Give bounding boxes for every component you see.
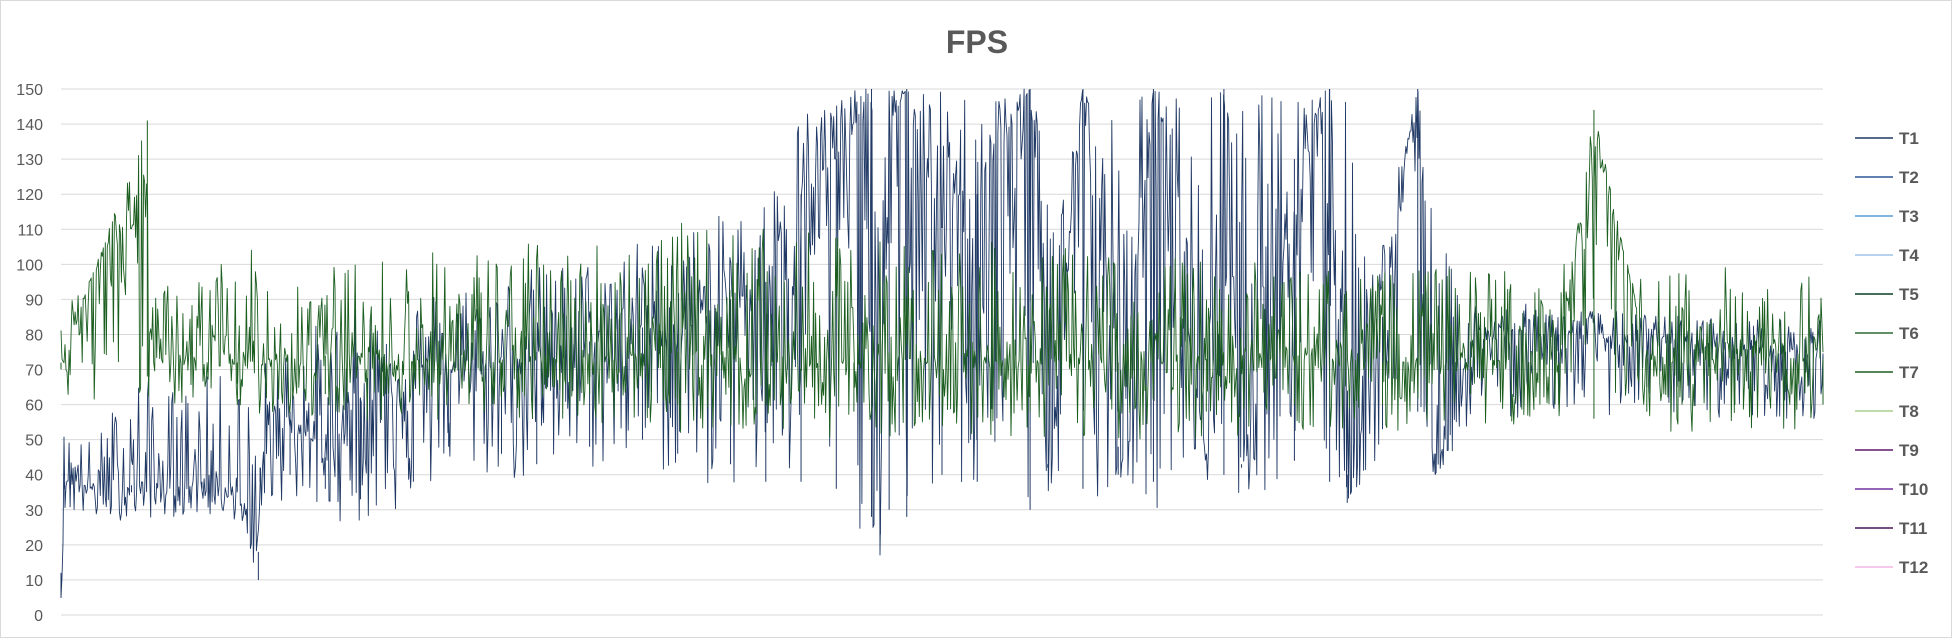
- y-tick-label: 70: [25, 363, 43, 380]
- legend-label: T9: [1899, 441, 1919, 460]
- legend-label: T1: [1899, 129, 1919, 148]
- legend-label: T11: [1899, 519, 1927, 538]
- legend-label: T3: [1899, 207, 1919, 226]
- legend-label: T10: [1899, 480, 1928, 499]
- y-axis-ticks: 0 10 20 30 40 50 60 70 80 90 100 110 120 130 140 150: [16, 82, 43, 625]
- legend-label: T12: [1899, 558, 1928, 577]
- legend-label: T6: [1899, 324, 1919, 343]
- y-tick-label: 10: [25, 573, 43, 590]
- legend-label: T2: [1899, 168, 1919, 187]
- legend: T1 T2 T3 T4 T5 T6 T7 T8 T9 T10 T11 T12: [1855, 129, 1928, 577]
- y-tick-label: 20: [25, 538, 43, 555]
- legend-item-T3: T3: [1855, 207, 1919, 226]
- series-line-T7: [60, 130, 1824, 440]
- legend-item-T9: T9: [1855, 441, 1919, 460]
- plot-series: [60, 88, 1824, 599]
- y-tick-label: 120: [16, 187, 43, 204]
- series-line-T1: [60, 88, 1824, 599]
- legend-item-T10: T10: [1855, 480, 1928, 499]
- y-tick-label: 110: [17, 222, 43, 239]
- y-tick-label: 150: [16, 82, 43, 99]
- legend-item-T6: T6: [1855, 324, 1919, 343]
- y-tick-label: 100: [16, 257, 43, 274]
- y-tick-label: 60: [25, 398, 43, 415]
- legend-label: T4: [1899, 246, 1919, 265]
- y-tick-label: 40: [25, 468, 43, 485]
- legend-item-T2: T2: [1855, 168, 1919, 187]
- series-T1: [60, 88, 1824, 599]
- y-tick-label: 80: [25, 327, 43, 344]
- y-tick-label: 140: [16, 117, 43, 134]
- legend-item-T11: T11: [1855, 519, 1927, 538]
- legend-item-T8: T8: [1855, 402, 1919, 421]
- y-tick-label: 30: [25, 503, 43, 520]
- legend-label: T7: [1899, 363, 1919, 382]
- legend-label: T8: [1899, 402, 1919, 421]
- y-tick-label: 50: [25, 433, 43, 450]
- legend-item-T7: T7: [1855, 363, 1919, 382]
- legend-item-T12: T12: [1855, 558, 1928, 577]
- legend-item-T1: T1: [1855, 129, 1919, 148]
- y-tick-label: 0: [34, 608, 43, 625]
- legend-item-T5: T5: [1855, 285, 1919, 304]
- y-tick-label: 130: [16, 152, 43, 169]
- legend-label: T5: [1899, 285, 1919, 304]
- series-T7: [60, 110, 1824, 440]
- y-tick-label: 90: [25, 292, 43, 309]
- legend-item-T4: T4: [1855, 246, 1919, 265]
- chart-title: FPS: [946, 24, 1008, 60]
